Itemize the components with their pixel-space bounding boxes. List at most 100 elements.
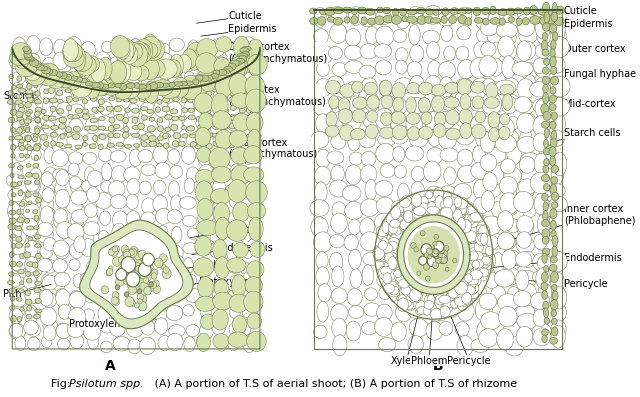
Ellipse shape bbox=[35, 91, 40, 96]
Ellipse shape bbox=[123, 98, 130, 102]
Ellipse shape bbox=[426, 322, 443, 340]
Ellipse shape bbox=[121, 256, 136, 272]
Ellipse shape bbox=[188, 50, 202, 70]
Ellipse shape bbox=[552, 3, 557, 14]
Ellipse shape bbox=[141, 37, 161, 59]
Ellipse shape bbox=[76, 55, 96, 75]
Ellipse shape bbox=[226, 149, 237, 166]
Ellipse shape bbox=[541, 272, 548, 282]
Ellipse shape bbox=[542, 32, 548, 41]
Ellipse shape bbox=[554, 17, 564, 25]
Ellipse shape bbox=[449, 289, 456, 301]
Ellipse shape bbox=[365, 124, 378, 139]
Ellipse shape bbox=[95, 52, 111, 70]
Ellipse shape bbox=[42, 99, 53, 117]
Ellipse shape bbox=[451, 199, 463, 213]
Ellipse shape bbox=[536, 268, 550, 289]
Ellipse shape bbox=[212, 178, 225, 196]
Ellipse shape bbox=[542, 236, 549, 244]
Ellipse shape bbox=[98, 99, 104, 104]
Ellipse shape bbox=[463, 229, 474, 238]
Ellipse shape bbox=[56, 289, 70, 308]
Ellipse shape bbox=[358, 7, 367, 14]
Ellipse shape bbox=[438, 295, 445, 305]
Ellipse shape bbox=[464, 293, 472, 305]
Ellipse shape bbox=[119, 40, 134, 62]
Ellipse shape bbox=[392, 125, 407, 140]
Ellipse shape bbox=[458, 281, 466, 293]
Ellipse shape bbox=[25, 308, 37, 325]
Ellipse shape bbox=[536, 304, 555, 323]
Ellipse shape bbox=[59, 227, 69, 239]
Ellipse shape bbox=[69, 291, 86, 308]
Ellipse shape bbox=[36, 197, 42, 203]
Ellipse shape bbox=[358, 9, 376, 27]
Ellipse shape bbox=[399, 198, 410, 208]
Ellipse shape bbox=[184, 81, 193, 85]
Ellipse shape bbox=[127, 273, 132, 280]
Ellipse shape bbox=[72, 46, 86, 71]
Ellipse shape bbox=[100, 181, 113, 193]
Ellipse shape bbox=[329, 96, 339, 109]
Ellipse shape bbox=[406, 112, 420, 124]
Ellipse shape bbox=[86, 187, 99, 202]
Ellipse shape bbox=[13, 101, 29, 114]
Ellipse shape bbox=[8, 224, 15, 230]
Ellipse shape bbox=[24, 119, 31, 123]
Ellipse shape bbox=[149, 118, 154, 121]
Ellipse shape bbox=[554, 27, 566, 44]
Ellipse shape bbox=[147, 60, 165, 78]
Ellipse shape bbox=[182, 215, 196, 227]
Ellipse shape bbox=[310, 8, 317, 14]
Ellipse shape bbox=[467, 276, 479, 285]
Ellipse shape bbox=[10, 323, 23, 338]
Ellipse shape bbox=[134, 39, 153, 63]
Ellipse shape bbox=[116, 143, 124, 146]
Ellipse shape bbox=[196, 147, 211, 162]
Ellipse shape bbox=[440, 200, 451, 208]
Ellipse shape bbox=[26, 212, 39, 226]
Ellipse shape bbox=[387, 241, 398, 251]
Ellipse shape bbox=[15, 336, 26, 351]
Ellipse shape bbox=[452, 294, 460, 307]
Ellipse shape bbox=[551, 231, 556, 237]
Ellipse shape bbox=[351, 128, 365, 140]
Ellipse shape bbox=[446, 203, 456, 214]
Ellipse shape bbox=[380, 233, 390, 243]
Ellipse shape bbox=[157, 136, 163, 141]
Ellipse shape bbox=[453, 209, 462, 222]
Ellipse shape bbox=[349, 306, 364, 318]
Ellipse shape bbox=[35, 111, 40, 117]
Ellipse shape bbox=[81, 42, 95, 58]
Ellipse shape bbox=[317, 301, 329, 322]
Ellipse shape bbox=[450, 200, 457, 211]
Ellipse shape bbox=[479, 271, 488, 281]
Ellipse shape bbox=[127, 322, 143, 337]
Ellipse shape bbox=[195, 145, 203, 148]
Ellipse shape bbox=[70, 225, 87, 239]
Ellipse shape bbox=[196, 42, 212, 60]
Ellipse shape bbox=[24, 52, 31, 58]
Ellipse shape bbox=[483, 172, 497, 191]
Ellipse shape bbox=[552, 246, 557, 257]
Ellipse shape bbox=[404, 210, 413, 223]
Ellipse shape bbox=[427, 206, 440, 214]
Ellipse shape bbox=[95, 72, 111, 89]
Ellipse shape bbox=[433, 292, 445, 304]
Ellipse shape bbox=[344, 234, 358, 251]
Ellipse shape bbox=[17, 117, 24, 121]
Text: Stoma: Stoma bbox=[3, 91, 35, 101]
Ellipse shape bbox=[224, 66, 233, 72]
Ellipse shape bbox=[126, 258, 143, 272]
Ellipse shape bbox=[90, 144, 96, 149]
Ellipse shape bbox=[444, 245, 449, 251]
Ellipse shape bbox=[375, 259, 386, 270]
Ellipse shape bbox=[217, 62, 237, 80]
Ellipse shape bbox=[403, 199, 413, 208]
Ellipse shape bbox=[499, 306, 517, 327]
Ellipse shape bbox=[407, 272, 425, 287]
Ellipse shape bbox=[124, 167, 140, 183]
Ellipse shape bbox=[406, 16, 417, 23]
Ellipse shape bbox=[19, 139, 24, 143]
Ellipse shape bbox=[182, 125, 186, 130]
